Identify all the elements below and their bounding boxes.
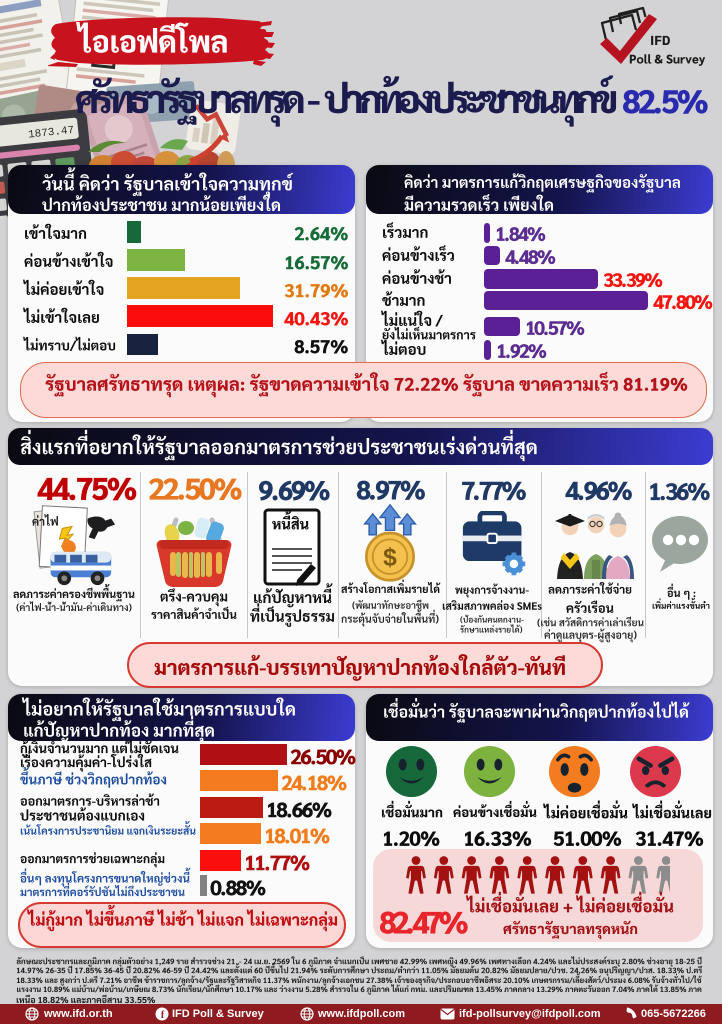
svg-text:f: f xyxy=(161,1010,165,1021)
svg-text:$: $ xyxy=(383,545,397,572)
svg-text:1873.47: 1873.47 xyxy=(28,125,75,142)
